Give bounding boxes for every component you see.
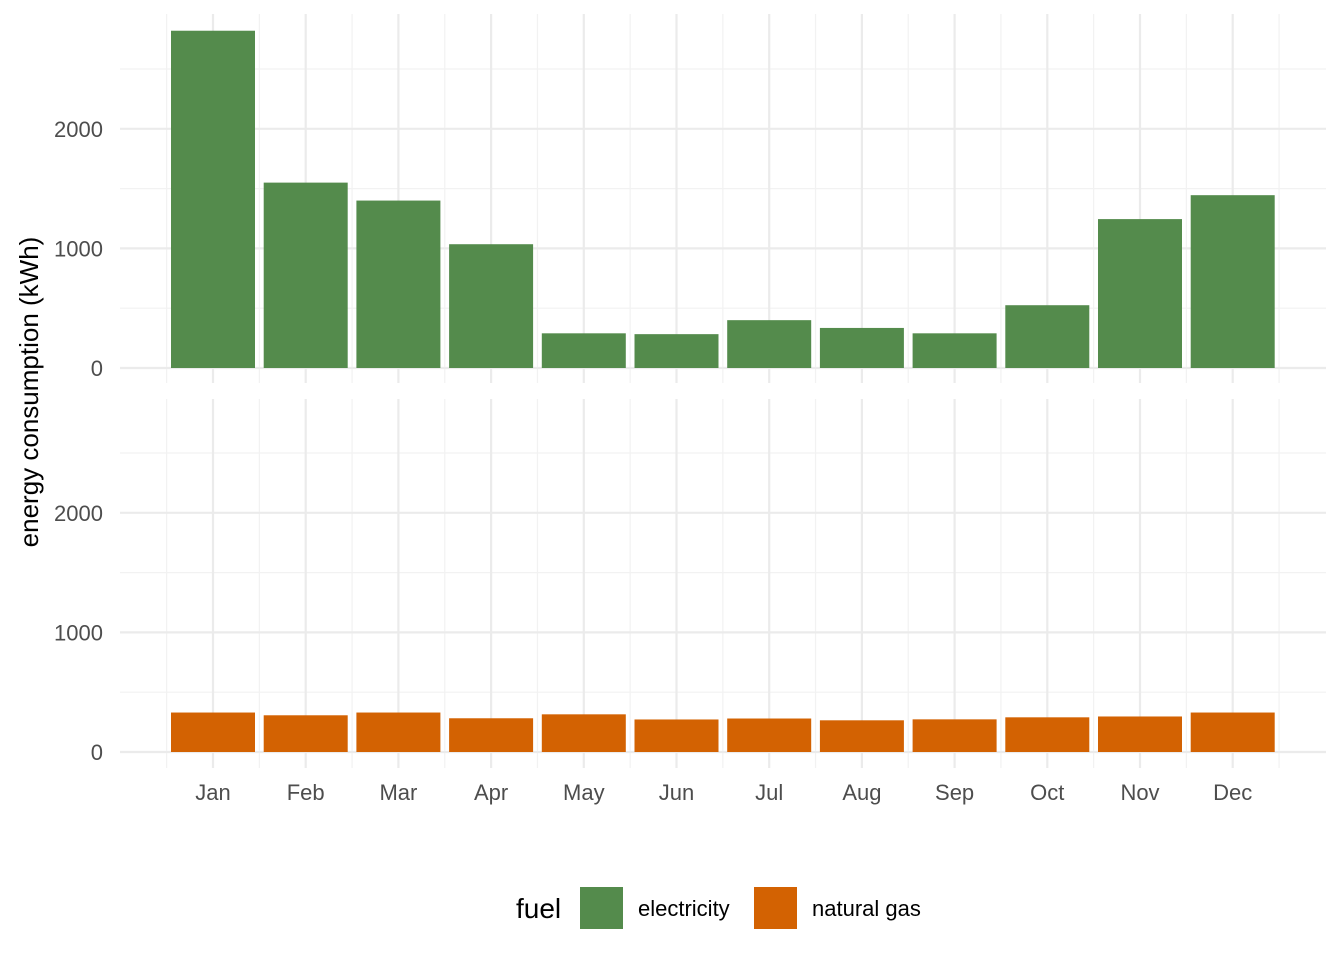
bar-electricity-jul <box>727 320 812 368</box>
x-tick-label: Feb <box>287 780 325 805</box>
bar-natural-gas-oct <box>1005 717 1090 752</box>
bar-natural-gas-jun <box>634 719 719 752</box>
bar-natural-gas-jul <box>727 718 812 752</box>
x-tick-label: Oct <box>1030 780 1064 805</box>
x-tick-label: Apr <box>474 780 508 805</box>
bar-natural-gas-mar <box>356 712 441 752</box>
legend-label-electricity: electricity <box>638 896 730 921</box>
x-tick-label: Sep <box>935 780 974 805</box>
y-tick-label: 0 <box>91 356 103 381</box>
bar-electricity-mar <box>356 200 441 368</box>
bar-electricity-dec <box>1190 195 1275 368</box>
x-tick-label: Mar <box>379 780 417 805</box>
bar-natural-gas-aug <box>819 720 904 752</box>
bar-electricity-may <box>541 333 626 368</box>
x-tick-label: Dec <box>1213 780 1252 805</box>
x-tick-label: Jun <box>659 780 694 805</box>
bar-electricity-feb <box>263 182 348 368</box>
bar-natural-gas-feb <box>263 715 348 752</box>
bar-natural-gas-apr <box>449 718 534 752</box>
bar-natural-gas-sep <box>912 719 997 752</box>
grid-layer <box>120 14 1326 768</box>
bar-natural-gas-jan <box>171 712 255 752</box>
bar-electricity-aug <box>819 327 904 368</box>
bar-electricity-apr <box>449 244 534 368</box>
x-tick-label: Nov <box>1120 780 1159 805</box>
legend-label-natural-gas: natural gas <box>812 896 921 921</box>
bar-electricity-jan <box>171 30 255 369</box>
y-tick-label: 0 <box>91 740 103 765</box>
legend: fuel electricity natural gas <box>516 887 921 929</box>
bar-electricity-nov <box>1098 219 1182 368</box>
bar-natural-gas-dec <box>1190 712 1275 752</box>
y-tick-label: 1000 <box>54 236 103 261</box>
x-tick-label: Aug <box>842 780 881 805</box>
y-tick-label: 1000 <box>54 620 103 645</box>
x-tick-label: Jul <box>755 780 783 805</box>
y-tick-label: 2000 <box>54 117 103 142</box>
y-tick-label: 2000 <box>54 501 103 526</box>
bar-natural-gas-nov <box>1098 716 1182 752</box>
bar-electricity-sep <box>912 333 997 368</box>
x-tick-label: May <box>563 780 605 805</box>
bar-natural-gas-may <box>541 714 626 752</box>
bars-layer <box>171 30 1275 752</box>
legend-swatch-natural-gas <box>754 887 797 929</box>
bar-electricity-jun <box>634 334 719 368</box>
axis-layer: 0 1000 2000 0 1000 2000 Jan Feb Mar Apr May Jun Jul A… <box>54 117 1252 805</box>
legend-swatch-electricity <box>580 887 623 929</box>
y-axis-title: energy consumption (kWh) <box>14 237 44 548</box>
legend-title: fuel <box>516 893 561 924</box>
x-tick-label: Jan <box>195 780 230 805</box>
bar-electricity-oct <box>1005 305 1090 368</box>
